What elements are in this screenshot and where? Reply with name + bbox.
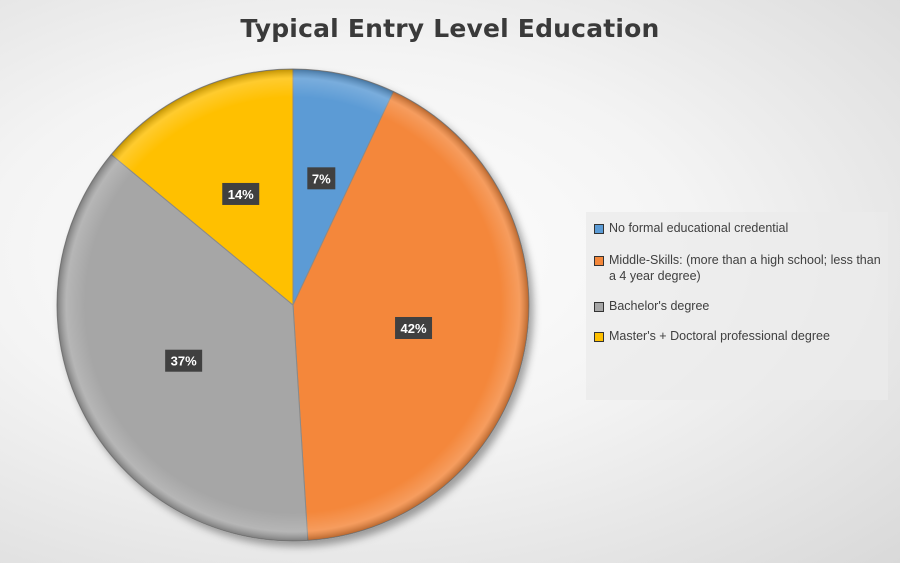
data-label-no-formal: 7% bbox=[307, 167, 336, 190]
legend-label: Bachelor's degree bbox=[609, 299, 710, 313]
legend-item-masters: Master's + Doctoral professional degree bbox=[594, 328, 882, 344]
legend-item-no-formal: No formal educational credential bbox=[594, 220, 882, 236]
data-label-box bbox=[307, 167, 336, 190]
data-label-masters: 14% bbox=[222, 182, 260, 205]
legend-swatch-no-formal bbox=[594, 224, 604, 234]
legend-item-middle-skills: Middle-Skills: (more than a high school;… bbox=[594, 252, 882, 284]
legend-swatch-middle-skills bbox=[594, 256, 604, 266]
legend: No formal educational credential Middle-… bbox=[586, 212, 888, 400]
legend-label: Middle-Skills: (more than a high school;… bbox=[609, 253, 881, 283]
data-label-text: 42% bbox=[401, 321, 427, 336]
data-label-text: 14% bbox=[228, 187, 254, 202]
legend-label: Master's + Doctoral professional degree bbox=[609, 329, 830, 343]
data-label-box bbox=[222, 182, 260, 205]
legend-label: No formal educational credential bbox=[609, 221, 789, 235]
legend-swatch-bachelors bbox=[594, 302, 604, 312]
data-label-box bbox=[165, 349, 203, 372]
chart-title: Typical Entry Level Education bbox=[240, 14, 660, 43]
data-label-text: 7% bbox=[312, 171, 331, 186]
data-label-text: 37% bbox=[171, 354, 197, 369]
data-label-bachelors: 37% bbox=[165, 349, 203, 372]
data-label-middle-skills: 42% bbox=[395, 316, 433, 339]
data-label-box bbox=[395, 316, 433, 339]
legend-item-bachelors: Bachelor's degree bbox=[594, 298, 882, 314]
legend-swatch-masters bbox=[594, 332, 604, 342]
